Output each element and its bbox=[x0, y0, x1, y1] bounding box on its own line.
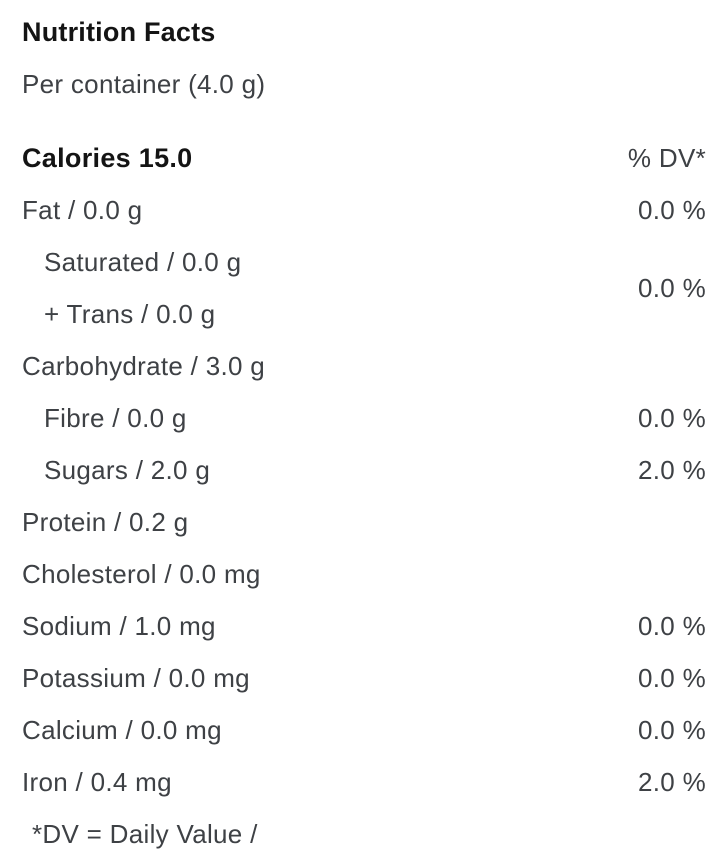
panel-title: Nutrition Facts bbox=[22, 16, 216, 47]
nutrient-row-sugars: Sugars / 2.0 g 2.0 % bbox=[22, 444, 706, 496]
nutrient-label: Saturated / 0.0 g bbox=[44, 246, 242, 277]
calories-value: Calories 15.0 bbox=[22, 142, 193, 173]
nutrient-label: Potassium / 0.0 mg bbox=[22, 662, 250, 693]
nutrient-label: Sodium / 1.0 mg bbox=[22, 610, 216, 641]
nutrient-row-sodium: Sodium / 1.0 mg 0.0 % bbox=[22, 600, 706, 652]
nutrient-label: Carbohydrate / 3.0 g bbox=[22, 350, 266, 381]
panel-header: Nutrition Facts bbox=[22, 6, 706, 58]
nutrient-label: Fibre / 0.0 g bbox=[44, 402, 187, 433]
nutrient-row-fibre: Fibre / 0.0 g 0.0 % bbox=[22, 392, 706, 444]
group-labels: Saturated / 0.0 g + Trans / 0.0 g bbox=[22, 236, 241, 340]
nutrient-row-protein: Protein / 0.2 g bbox=[22, 496, 706, 548]
nutrient-dv: 2.0 % bbox=[638, 766, 706, 797]
nutrient-dv: 0.0 % bbox=[638, 610, 706, 641]
nutrient-row-potassium: Potassium / 0.0 mg 0.0 % bbox=[22, 652, 706, 704]
nutrient-row-fat: Fat / 0.0 g 0.0 % bbox=[22, 184, 706, 236]
nutrient-dv: 2.0 % bbox=[638, 454, 706, 485]
nutrient-dv: 0.0 % bbox=[638, 272, 706, 303]
nutrient-dv: 0.0 % bbox=[638, 662, 706, 693]
nutrient-label: Calcium / 0.0 mg bbox=[22, 714, 222, 745]
nutrient-dv: 0.0 % bbox=[638, 714, 706, 745]
dv-footnote-text: *DV = Daily Value / bbox=[32, 818, 258, 849]
nutrient-label: Fat / 0.0 g bbox=[22, 194, 143, 225]
nutrient-label: Protein / 0.2 g bbox=[22, 506, 189, 537]
nutrient-group-saturated-trans: Saturated / 0.0 g + Trans / 0.0 g 0.0 % bbox=[22, 236, 706, 340]
dv-column-header: % DV* bbox=[627, 142, 706, 173]
serving-size-text: Per container (4.0 g) bbox=[22, 68, 266, 99]
nutrient-label: Cholesterol / 0.0 mg bbox=[22, 558, 261, 589]
nutrient-dv: 0.0 % bbox=[638, 402, 706, 433]
dv-footnote: *DV = Daily Value / bbox=[22, 808, 706, 860]
nutrient-label: Sugars / 2.0 g bbox=[44, 454, 211, 485]
nutrient-label: + Trans / 0.0 g bbox=[44, 298, 216, 329]
nutrient-row-iron: Iron / 0.4 mg 2.0 % bbox=[22, 756, 706, 808]
calories-row: Calories 15.0 % DV* bbox=[22, 132, 706, 184]
nutrient-row-calcium: Calcium / 0.0 mg 0.0 % bbox=[22, 704, 706, 756]
nutrient-label: Iron / 0.4 mg bbox=[22, 766, 172, 797]
nutrient-dv: 0.0 % bbox=[638, 194, 706, 225]
nutrient-row-carbohydrate: Carbohydrate / 3.0 g bbox=[22, 340, 706, 392]
serving-row: Per container (4.0 g) bbox=[22, 58, 706, 110]
nutrient-row-cholesterol: Cholesterol / 0.0 mg bbox=[22, 548, 706, 600]
section-divider-gap bbox=[22, 110, 706, 132]
